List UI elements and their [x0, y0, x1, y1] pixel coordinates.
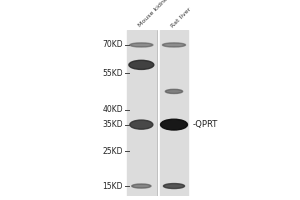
Ellipse shape: [160, 119, 188, 130]
Text: 40KD: 40KD: [103, 105, 123, 114]
Text: -QPRT: -QPRT: [192, 120, 218, 129]
Text: 55KD: 55KD: [103, 69, 123, 78]
Text: 70KD: 70KD: [103, 40, 123, 49]
Ellipse shape: [130, 120, 153, 129]
Bar: [160, 30, 188, 196]
Text: Rat liver: Rat liver: [170, 6, 192, 28]
Text: 25KD: 25KD: [103, 147, 123, 156]
Ellipse shape: [130, 43, 153, 47]
Text: 15KD: 15KD: [103, 182, 123, 191]
Text: 35KD: 35KD: [103, 120, 123, 129]
Ellipse shape: [164, 184, 184, 189]
Text: Mouse kidney: Mouse kidney: [137, 0, 172, 28]
Ellipse shape: [132, 184, 151, 188]
Ellipse shape: [129, 60, 154, 69]
Ellipse shape: [165, 89, 183, 93]
Ellipse shape: [163, 43, 185, 47]
Bar: [127, 30, 156, 196]
